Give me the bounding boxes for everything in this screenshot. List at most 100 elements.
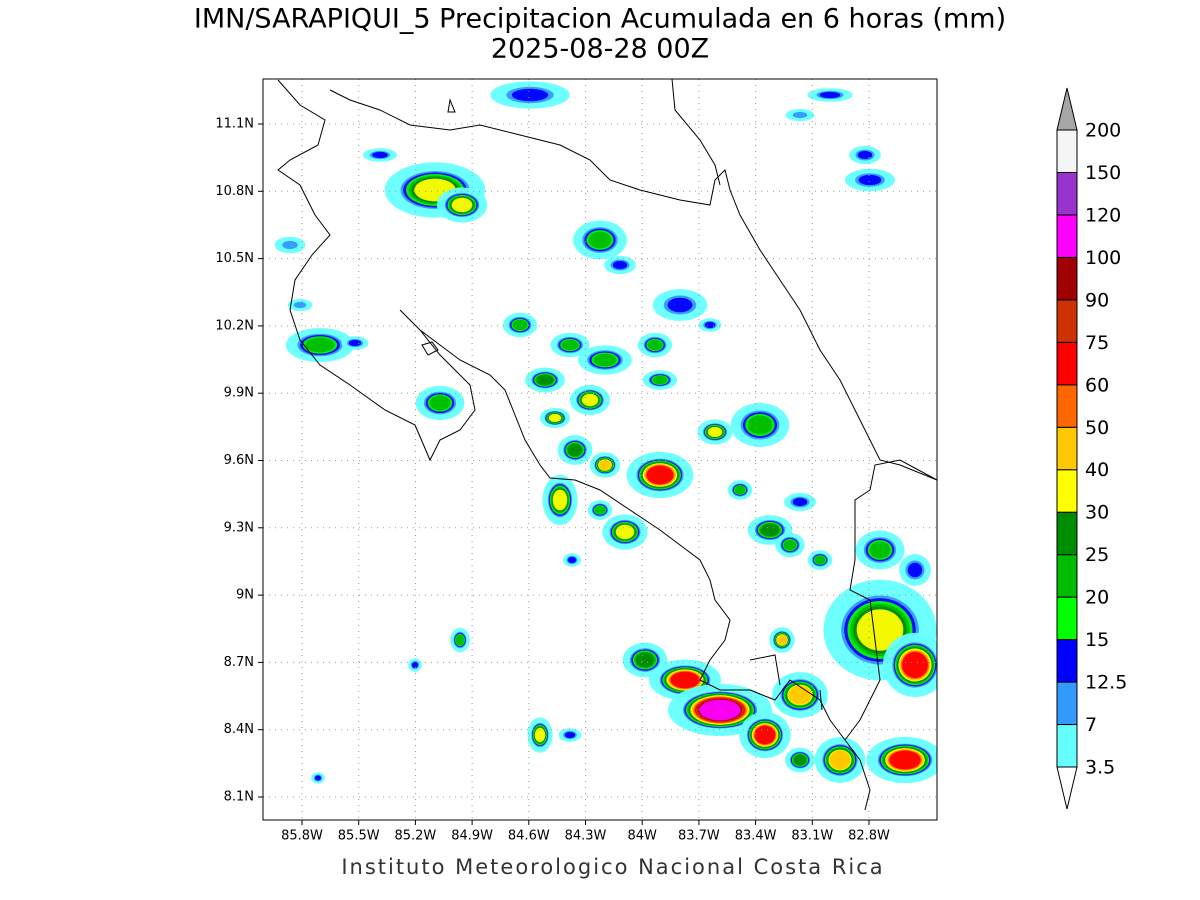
colorbar-box [1056, 171, 1078, 216]
precip-contour [612, 260, 628, 270]
y-tick-label: 10.5N [215, 251, 254, 266]
colorbar-box [1056, 724, 1078, 768]
precip-contour [429, 395, 451, 411]
precip-contour [652, 375, 668, 385]
colorbar-label: 100 [1085, 247, 1121, 269]
precip-contour [699, 699, 741, 721]
precip-contour [670, 671, 700, 689]
precip-contour [615, 524, 635, 540]
footer: Instituto Meteorologico Nacional Costa R… [341, 855, 884, 879]
colorbar-label: 120 [1085, 204, 1121, 226]
y-tick-label: 9N [236, 588, 254, 603]
precip-contour [707, 426, 723, 438]
colorbar-label: 90 [1085, 289, 1109, 311]
border [671, 79, 937, 741]
colorbar-label: 75 [1085, 332, 1109, 354]
precip-contour [598, 459, 612, 471]
precip-contour [829, 750, 851, 770]
x-tick-label: 83.1W [791, 829, 833, 844]
precip-contour [783, 539, 797, 551]
x-tick-label: 84.6W [508, 829, 550, 844]
y-tick-label: 8.7N [224, 655, 254, 670]
colorbar-box [1056, 384, 1078, 428]
y-tick-label: 9.6N [224, 453, 254, 468]
colorbar-label: 20 [1085, 587, 1109, 609]
precip-contour [561, 339, 579, 351]
precip-contour [548, 413, 562, 423]
colorbar-label: 30 [1085, 502, 1109, 524]
colorbar-over [1056, 87, 1078, 131]
precip-contour [788, 685, 812, 705]
precip-contour [857, 150, 873, 160]
precip-contour [793, 754, 807, 766]
coastlines [277, 79, 937, 811]
y-tick-label: 9.3N [224, 520, 254, 535]
colorbar-label: 50 [1085, 417, 1109, 439]
precip-contour [747, 415, 773, 435]
colorbar-box [1056, 639, 1078, 683]
y-tick-label: 8.1N [224, 790, 254, 805]
grid: 85.8W 85.5W 85.2W 84.9W 84.6W 84.3W 84W 83.7W 83… [215, 79, 937, 844]
precip-contour [792, 111, 808, 119]
colorbar-label: 7 [1085, 714, 1097, 736]
colorbar-label: 200 [1085, 120, 1121, 142]
map-frame [262, 78, 938, 821]
colorbar-label: 15 [1085, 629, 1109, 651]
precip-contour [372, 151, 388, 159]
precip-contour [856, 609, 904, 651]
precip-contour [776, 634, 788, 646]
colorbar-box [1056, 596, 1078, 641]
x-tick-label: 84W [627, 829, 657, 844]
precip-contour [511, 88, 549, 102]
x-tick-label: 83.4W [735, 829, 777, 844]
x-tick-label: 84.3W [565, 829, 607, 844]
precip-contour [455, 634, 465, 646]
colorbar-box [1056, 426, 1078, 471]
title: IMN/SARAPIQUI_5 Precipitacion Acumulada … [194, 4, 1006, 35]
colorbar-box [1056, 299, 1078, 343]
precip-contour [348, 339, 362, 347]
precip-contour [567, 556, 577, 564]
precip-contour [411, 661, 419, 669]
precip-contour [594, 505, 606, 515]
colorbar-box [1056, 129, 1078, 173]
precip-contour [293, 301, 307, 309]
precip-contour [858, 174, 882, 186]
x-tick-label: 85.8W [281, 829, 323, 844]
colorbar-box [1056, 256, 1078, 301]
colorbar-box [1056, 554, 1078, 598]
y-tick-label: 8.4N [224, 722, 254, 737]
y-tick-label: 9.9N [224, 386, 254, 401]
x-tick-label: 82.8W [848, 829, 890, 844]
precip-contour [536, 374, 554, 386]
x-tick-label: 85.2W [394, 829, 436, 844]
precip-contour [760, 523, 780, 537]
precip-contour [593, 353, 617, 367]
precip-contour [754, 725, 776, 745]
precip-contour [889, 750, 921, 770]
colorbar-box [1056, 341, 1078, 386]
colorbar: 3.5 7 12.5 15 20 25 30 40 50 60 75 90 100 120 150 200 [1056, 87, 1127, 810]
colorbar-box [1056, 214, 1078, 258]
colorbar-box [1056, 681, 1078, 726]
colorbar-box [1056, 511, 1078, 556]
precip-contour [792, 497, 808, 507]
precip-contour [534, 727, 546, 743]
colorbar-label: 25 [1085, 544, 1109, 566]
y-tick-label: 11.1N [215, 117, 254, 132]
precip-contour [647, 339, 663, 351]
precip-contour [314, 775, 322, 781]
colorbar-label: 12.5 [1085, 672, 1127, 694]
precip-contour [734, 485, 746, 495]
precip-contour [282, 240, 298, 250]
precip-contour [907, 562, 923, 578]
precip-contour [814, 555, 826, 565]
precip-contour [635, 652, 655, 668]
precipitation-field [274, 81, 937, 784]
precip-contour [512, 319, 528, 331]
precip-contour [819, 91, 841, 99]
precip-contour [552, 489, 568, 511]
precip-contour [567, 443, 583, 457]
precip-contour [902, 652, 928, 678]
x-tick-label: 83.7W [678, 829, 720, 844]
